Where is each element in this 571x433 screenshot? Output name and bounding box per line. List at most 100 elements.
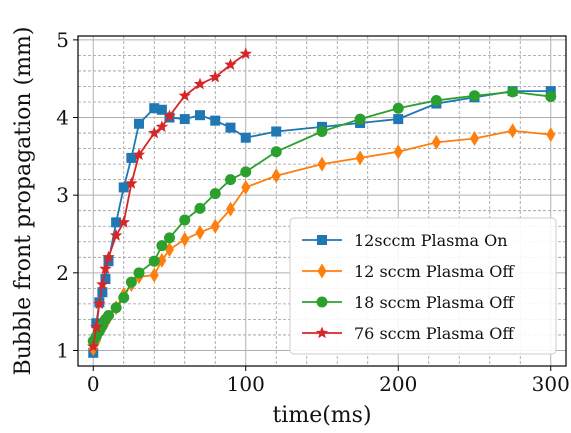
data-point-square — [393, 114, 404, 125]
data-point-square — [271, 126, 282, 137]
x-tick-label: 100 — [227, 372, 265, 396]
data-point-circle — [240, 166, 252, 178]
legend-label: 76 sccm Plasma Off — [354, 324, 515, 343]
data-point-square — [156, 104, 167, 115]
data-point-diamond — [431, 134, 441, 150]
data-point-circle — [156, 240, 168, 252]
data-point-diamond — [157, 252, 167, 268]
data-point-diamond — [149, 267, 159, 283]
data-point-square — [118, 182, 129, 193]
data-point-square — [210, 115, 221, 126]
data-point-circle — [179, 214, 191, 226]
legend: 12sccm Plasma On 12 sccm Plasma Off 18 scc… — [289, 217, 557, 355]
data-point-star — [125, 177, 138, 189]
data-point-diamond — [508, 123, 518, 139]
data-point-circle — [469, 90, 480, 102]
data-point-circle — [118, 292, 130, 304]
data-point-circle — [430, 94, 442, 106]
data-point-diamond — [393, 144, 403, 160]
data-point-circle — [164, 232, 175, 244]
y-axis-label: Bubble front propagation (mm) — [11, 27, 36, 376]
data-point-star — [90, 320, 103, 333]
data-point-star — [96, 277, 109, 290]
data-point-star — [193, 77, 207, 90]
data-point-circle — [148, 255, 160, 267]
data-point-star — [224, 58, 237, 70]
data-point-circle — [316, 126, 328, 138]
data-point-circle — [110, 302, 122, 314]
x-tick-label: 200 — [379, 372, 417, 396]
legend-item: 18 sccm Plasma Off — [302, 293, 515, 312]
series-group — [87, 47, 557, 358]
legend-item: 12sccm Plasma On — [302, 231, 508, 250]
data-point-square — [195, 110, 205, 121]
data-point-square — [179, 114, 190, 125]
data-point-circle — [354, 113, 366, 125]
data-point-diamond — [195, 224, 205, 240]
data-point-circle — [316, 296, 328, 308]
plot-frame — [77, 35, 567, 367]
data-point-star — [132, 148, 146, 161]
data-point-circle — [270, 146, 282, 158]
data-point-diamond — [355, 150, 365, 166]
data-point-star — [209, 70, 222, 83]
data-point-square — [97, 287, 108, 298]
data-point-diamond — [317, 156, 327, 172]
data-point-square — [240, 132, 251, 143]
y-tick-label: 5 — [56, 28, 69, 52]
data-point-diamond — [470, 130, 479, 146]
legend-label: 12 sccm Plasma Off — [354, 262, 515, 281]
data-point-star — [87, 340, 100, 352]
data-point-circle — [507, 86, 519, 98]
y-tick-label: 2 — [56, 261, 69, 285]
data-point-diamond — [271, 168, 281, 184]
data-point-star — [178, 89, 191, 102]
data-point-star — [315, 326, 329, 339]
data-point-diamond — [317, 263, 327, 279]
data-point-circle — [392, 102, 404, 114]
data-point-star — [163, 109, 176, 122]
legend-box — [289, 217, 557, 355]
data-point-circle — [125, 276, 137, 288]
y-tick-label: 4 — [56, 106, 69, 130]
series-18-sccm-plasma-off — [87, 86, 557, 347]
axis-ticks: 0 100 200 300 1 2 3 4 5 — [56, 28, 570, 396]
data-point-diamond — [180, 231, 190, 247]
legend-item: 12 sccm Plasma Off — [302, 262, 515, 281]
data-point-diamond — [226, 201, 235, 217]
legend-label: 18 sccm Plasma Off — [354, 293, 515, 312]
legend-item: 76 sccm Plasma Off — [302, 324, 515, 343]
data-point-star — [148, 126, 161, 139]
data-point-square — [103, 256, 114, 267]
data-point-star — [102, 250, 115, 263]
data-point-star — [117, 215, 130, 228]
y-tick-label: 1 — [56, 338, 69, 362]
x-tick-label: 0 — [87, 372, 100, 396]
x-tick-label: 300 — [532, 372, 570, 396]
data-point-circle — [194, 202, 206, 214]
data-point-square — [317, 235, 327, 245]
data-point-star — [109, 229, 123, 241]
data-point-star — [239, 47, 252, 60]
data-point-square — [225, 122, 236, 133]
y-tick-label: 3 — [56, 183, 69, 207]
data-point-square — [134, 118, 144, 129]
data-point-square — [111, 217, 122, 228]
data-point-circle — [133, 267, 145, 279]
legend-label: 12sccm Plasma On — [354, 231, 508, 250]
data-point-star — [155, 120, 169, 133]
data-point-diamond — [546, 127, 556, 143]
data-point-square — [126, 152, 137, 163]
data-point-square — [149, 103, 160, 114]
data-point-diamond — [210, 218, 220, 234]
data-point-star — [99, 262, 112, 275]
data-point-star — [93, 297, 106, 310]
data-point-diamond — [241, 179, 251, 195]
data-point-square — [100, 274, 111, 285]
x-axis-label: time(ms) — [272, 403, 371, 428]
data-point-circle — [225, 174, 236, 186]
data-point-circle — [103, 310, 114, 322]
series-76-sccm-plasma-off — [87, 47, 252, 352]
data-point-circle — [545, 91, 557, 103]
